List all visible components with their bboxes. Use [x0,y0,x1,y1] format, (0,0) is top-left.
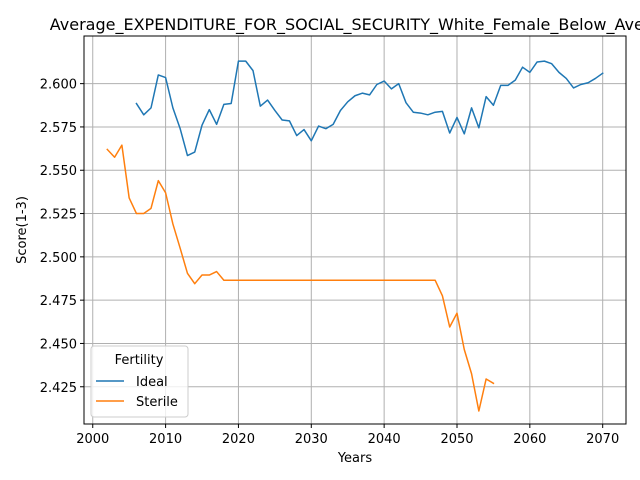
x-tick-label: 2060 [513,432,546,447]
x-tick-label: 2030 [295,432,328,447]
x-tick-label: 2040 [368,432,401,447]
legend-box [90,345,189,418]
y-tick-label: 2.550 [40,164,77,179]
series-layer [106,60,604,412]
plot-frame [83,35,627,425]
y-axis-label: Score(1-3) [15,196,30,264]
series-line-sterile [106,144,495,412]
x-tick-label: 2020 [222,432,255,447]
chart-title: Average_EXPENDITURE_FOR_SOCIAL_SECURITY_… [50,15,640,35]
legend-title: Fertility [115,353,164,368]
series-line-ideal [135,60,604,157]
y-tick-label: 2.500 [40,251,77,266]
x-tick-label: 2000 [76,432,109,447]
legend: Fertility Ideal Sterile [90,345,189,418]
y-tick-label: 2.425 [40,381,77,396]
x-tick-label: 2010 [149,432,182,447]
x-axis-label: Years [337,451,373,466]
x-tick-label: 2070 [586,432,619,447]
y-tick-label: 2.450 [40,337,77,352]
y-axis: 2.425 2.450 2.475 2.500 2.525 2.550 2.575 2.600 [40,78,84,396]
legend-label-sterile: Sterile [136,395,178,410]
y-tick-label: 2.600 [40,78,77,93]
grid-lines [84,36,626,424]
y-tick-label: 2.575 [40,121,77,136]
y-tick-label: 2.525 [40,208,77,223]
y-tick-label: 2.475 [40,294,77,309]
legend-label-ideal: Ideal [136,375,168,390]
x-axis: 2000 2010 2020 2030 2040 2050 2060 2070 [76,424,619,447]
x-tick-label: 2050 [440,432,473,447]
